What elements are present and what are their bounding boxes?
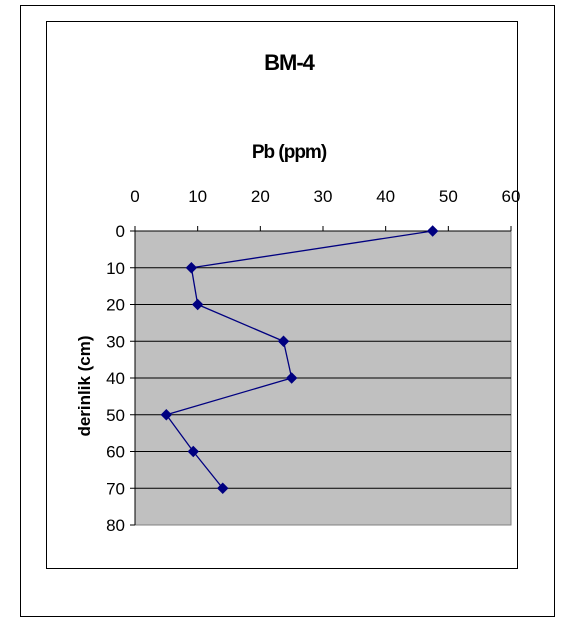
x-tick-label: 30	[314, 187, 333, 206]
y-tick-label: 70	[106, 479, 125, 498]
y-tick-label: 40	[106, 369, 125, 388]
chart-title: BM-4	[264, 50, 315, 75]
y-tick-label: 80	[106, 516, 125, 535]
x-axis: 0 10 20 30 40 50 60	[130, 187, 521, 232]
x-tick-label: 10	[188, 187, 207, 206]
y-tick-label: 0	[116, 222, 125, 241]
y-tick-label: 10	[106, 259, 125, 278]
x-axis-title: Pb (ppm)	[251, 142, 327, 163]
data-point-marker	[160, 409, 173, 421]
data-point-marker	[426, 225, 439, 237]
data-point-marker	[217, 482, 229, 494]
series-layer	[160, 225, 439, 494]
y-tick-label: 20	[106, 296, 125, 315]
x-tick-label: 20	[251, 187, 270, 206]
y-tick-label: 50	[106, 406, 125, 425]
x-tick-label: 0	[130, 187, 139, 206]
x-tick-label: 40	[376, 187, 395, 206]
data-point-marker	[277, 335, 290, 347]
y-tick-label: 30	[106, 332, 125, 351]
y-axis: 0 10 20 30 40 50 60 70 80	[106, 222, 136, 535]
data-point-marker	[285, 372, 298, 384]
data-point-marker	[185, 262, 198, 274]
x-tick-label: 50	[439, 187, 458, 206]
series-line	[165, 230, 433, 489]
y-tick-label: 60	[106, 443, 125, 462]
data-point-marker	[191, 298, 204, 311]
data-point-marker	[187, 445, 199, 458]
y-axis-title: derinlik (cm)	[75, 335, 94, 436]
x-tick-label: 60	[502, 187, 521, 206]
